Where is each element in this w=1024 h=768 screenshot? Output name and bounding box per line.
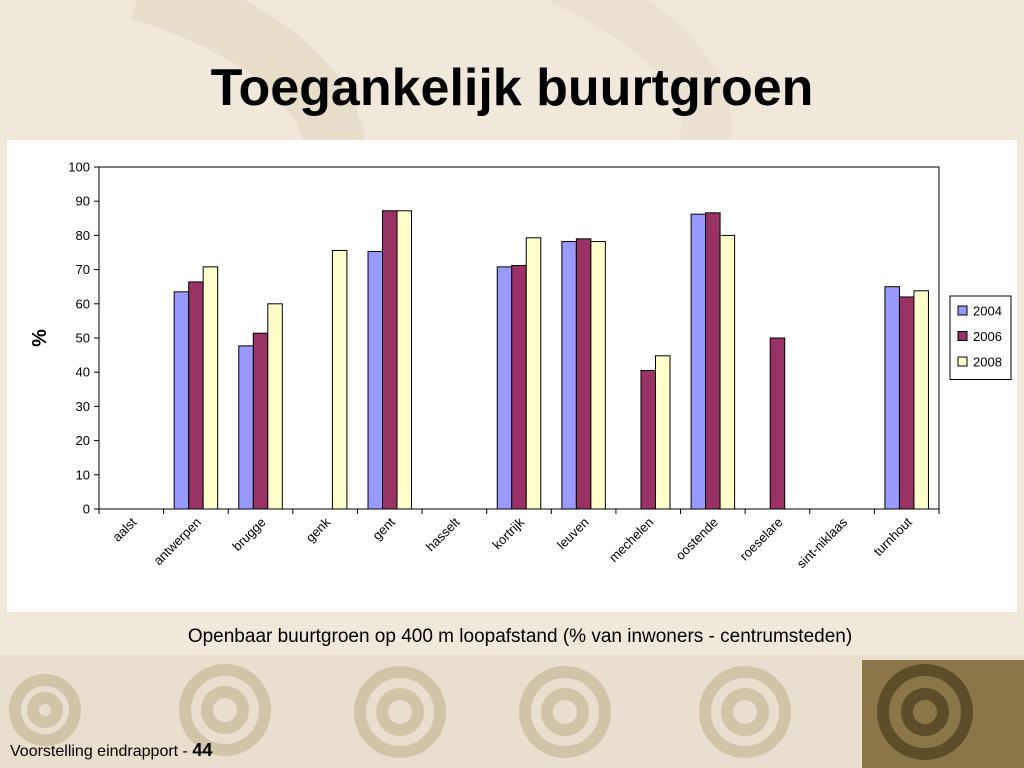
x-tick-label: aalst bbox=[109, 514, 139, 544]
bar bbox=[173, 291, 190, 510]
bar bbox=[367, 250, 384, 510]
y-tick-label: 0 bbox=[83, 502, 90, 517]
bar bbox=[331, 249, 348, 510]
bar bbox=[705, 212, 721, 510]
bar bbox=[884, 286, 900, 510]
chart-caption: Openbaar buurtgroen op 400 m loopafstand… bbox=[187, 626, 853, 647]
x-tick-label: leuven bbox=[554, 515, 592, 553]
bar bbox=[496, 266, 513, 510]
bar bbox=[188, 281, 204, 510]
bar bbox=[382, 210, 398, 510]
bar bbox=[267, 303, 283, 510]
x-tick-label: mechelen bbox=[606, 515, 656, 565]
bar bbox=[640, 369, 656, 510]
y-axis-label: % bbox=[29, 329, 51, 347]
legend-swatch bbox=[957, 356, 968, 367]
bar bbox=[238, 345, 254, 510]
bar bbox=[396, 210, 413, 510]
legend-label: 2006 bbox=[973, 329, 1002, 344]
bar bbox=[898, 296, 915, 510]
x-tick-label: kortrijk bbox=[489, 514, 527, 552]
y-tick-label: 90 bbox=[76, 194, 90, 209]
legend-label: 2004 bbox=[973, 304, 1002, 319]
page-number: 44 bbox=[192, 740, 213, 760]
bar bbox=[525, 237, 542, 510]
slide-title: Toegankelijk buurtgroen bbox=[210, 59, 814, 117]
x-tick-label: oostende bbox=[673, 515, 721, 563]
bar bbox=[561, 241, 577, 510]
legend-swatch bbox=[957, 305, 968, 316]
bar bbox=[654, 355, 671, 510]
x-tick-label: brugge bbox=[229, 515, 268, 554]
y-tick-label: 60 bbox=[76, 296, 90, 311]
y-tick-label: 50 bbox=[76, 331, 90, 346]
x-tick-label: gent bbox=[369, 514, 398, 543]
x-tick-label: roeselare bbox=[737, 515, 786, 564]
footer: Voorstelling eindrapport - 44 bbox=[10, 740, 212, 761]
bar bbox=[690, 213, 707, 510]
bar-chart: 0 10 20 30 40 50 60 70 80 90 100% aalst antwerpen bru… bbox=[29, 160, 1012, 571]
bar bbox=[511, 264, 527, 510]
bar bbox=[769, 337, 786, 510]
legend-swatch bbox=[957, 331, 968, 341]
x-tick-label: hasselt bbox=[423, 514, 463, 554]
y-tick-label: 10 bbox=[76, 467, 90, 482]
bar bbox=[575, 238, 592, 510]
bar bbox=[202, 266, 219, 510]
footer-text: Voorstelling eindrapport - bbox=[10, 743, 193, 760]
y-tick-label: 20 bbox=[76, 433, 90, 448]
x-tick-label: genk bbox=[303, 514, 334, 545]
bar bbox=[719, 234, 736, 510]
x-tick-label: sint-niklaas bbox=[794, 514, 851, 571]
legend-label: 2008 bbox=[973, 355, 1002, 370]
y-tick-label: 100 bbox=[68, 160, 90, 175]
bar bbox=[590, 241, 606, 510]
x-tick-label: antwerpen bbox=[151, 515, 205, 569]
chart-panel: 0 10 20 30 40 50 60 70 80 90 100% aalst antwerpen bru… bbox=[7, 140, 1017, 612]
bar bbox=[252, 332, 269, 510]
y-tick-label: 40 bbox=[76, 365, 90, 380]
bar bbox=[913, 290, 929, 510]
y-tick-label: 30 bbox=[76, 399, 90, 414]
y-tick-label: 80 bbox=[76, 228, 90, 243]
y-tick-label: 70 bbox=[76, 262, 90, 277]
x-tick-label: turnhout bbox=[870, 514, 915, 559]
